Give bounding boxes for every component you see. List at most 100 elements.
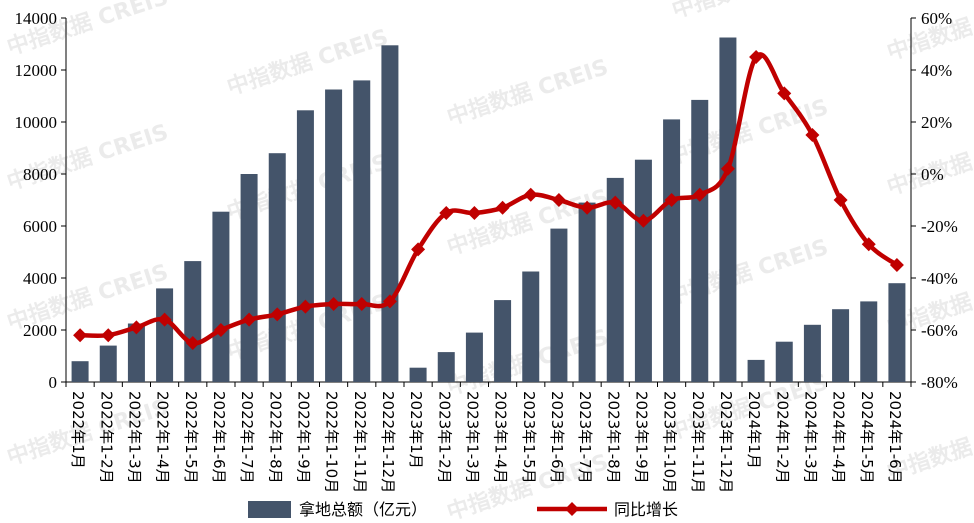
x-tick-label: 2023年1-11月 [689,391,707,493]
y-right-tick-label: -40% [921,269,958,288]
bar [522,271,540,382]
bar [663,119,681,383]
legend-label-bar: 拿地总额（亿元） [299,500,427,519]
x-tick-label: 2023年1-9月 [632,391,650,484]
x-tick-label: 2022年1-10月 [323,391,341,493]
x-tick-label: 2024年1-4月 [830,391,848,484]
bar [296,110,314,383]
x-tick-label: 2023年1-2月 [435,391,453,484]
growth-marker [692,187,707,202]
bar [156,288,174,382]
bar [775,341,793,382]
bar [888,283,906,382]
growth-marker [101,328,116,343]
x-tick-label: 2022年1月 [69,391,87,469]
x-tick-label: 2023年1月 [407,391,425,469]
bar [437,352,455,382]
growth-marker [73,328,88,343]
bar [465,332,483,382]
growth-marker [242,312,257,327]
bar [127,323,145,382]
growth-marker [523,187,538,202]
x-tick-label: 2022年1-6月 [210,391,228,484]
y-right-tick-label: 20% [921,113,952,132]
x-tick-label: 2024年1-6月 [886,391,904,484]
growth-marker [636,213,651,228]
y-right-tick-label: -80% [921,373,958,392]
y-right-tick-label: 60% [921,9,952,28]
bar [212,211,230,382]
y-left-tick-label: 8000 [23,165,57,184]
x-tick-label: 2024年1-2月 [773,391,791,484]
growth-marker [805,128,820,142]
watermark-text: 中指数据 CREIS [669,0,837,24]
x-tick-label: 2023年1-5月 [520,391,538,484]
axes-layer: 0 2000 4000 6000 8000 10000 12000 14000 -80% -60%… [15,9,958,392]
growth-marker [551,193,566,207]
bar [634,159,652,382]
watermark-text: 中指数据 CREIS [884,124,974,201]
bar [381,45,399,383]
growth-marker [439,206,454,220]
x-tick-label: 2023年1-10月 [661,391,679,493]
bar [268,153,286,382]
growth-marker [861,237,876,252]
x-tick-label: 2024年1-5月 [858,391,876,484]
x-tick-label: 2022年1-12月 [379,391,397,493]
growth-marker [580,200,595,215]
bar [747,359,765,382]
y-left-tick-label: 0 [49,373,58,392]
bar [719,37,737,382]
bar [494,300,512,382]
x-tick-label: 2023年1-12月 [717,391,735,493]
x-tick-label: 2022年1-8月 [266,391,284,484]
x-tick-label: 2023年1-4月 [492,391,510,484]
growth-marker [382,294,397,309]
y-left-tick-label: 6000 [23,217,57,236]
legend-label-line: 同比增长 [614,500,678,519]
bar [99,345,117,382]
bar [353,80,371,383]
y-left-tick-label: 10000 [15,113,58,132]
line-layer [73,50,904,350]
bar [803,324,821,382]
growth-marker [185,336,200,350]
bar [578,202,596,382]
growth-marker [467,206,482,220]
growth-marker [354,297,369,311]
x-tick-label: 2022年1-2月 [97,391,115,484]
growth-marker [664,193,679,207]
growth-marker [129,320,144,335]
legend-swatch-marker [565,502,579,516]
legend-swatch-bar [248,501,291,518]
y-left-tick-label: 12000 [15,61,58,80]
growth-marker [889,258,904,272]
watermark-layer: 中指数据 CREIS 中指数据 CREIS 中指数据 CREIS 中指数据 CREIS… [4,0,974,523]
bar [550,228,568,382]
x-tick-label: 2024年1-3月 [801,391,819,484]
growth-marker [326,297,341,311]
bar [184,261,202,382]
watermark-text: 中指数据 CREIS [664,94,832,171]
growth-marker [495,200,510,215]
y-left-tick-label: 2000 [23,321,57,340]
growth-marker [157,312,172,327]
category-labels: 2022年1月 2022年1-2月 2022年1-3月 2022年1-4月 2022年1… [69,391,904,493]
growth-marker [720,161,735,176]
growth-marker [411,242,426,257]
bar [691,99,709,383]
x-tick-label: 2023年1-8月 [604,391,622,484]
y-right-tick-label: -20% [921,217,958,236]
bar [409,367,427,382]
growth-marker [270,307,285,322]
growth-marker [749,50,764,64]
bar [606,177,624,382]
y-left-tick-label: 4000 [23,269,57,288]
x-tick-label: 2022年1-9月 [294,391,312,484]
y-right-tick-label: 0% [921,165,944,184]
y-right-tick-label: -60% [921,321,958,340]
x-tick-label: 2022年1-5月 [182,391,200,484]
bar [832,309,850,382]
x-tick-label: 2023年1-6月 [548,391,566,484]
